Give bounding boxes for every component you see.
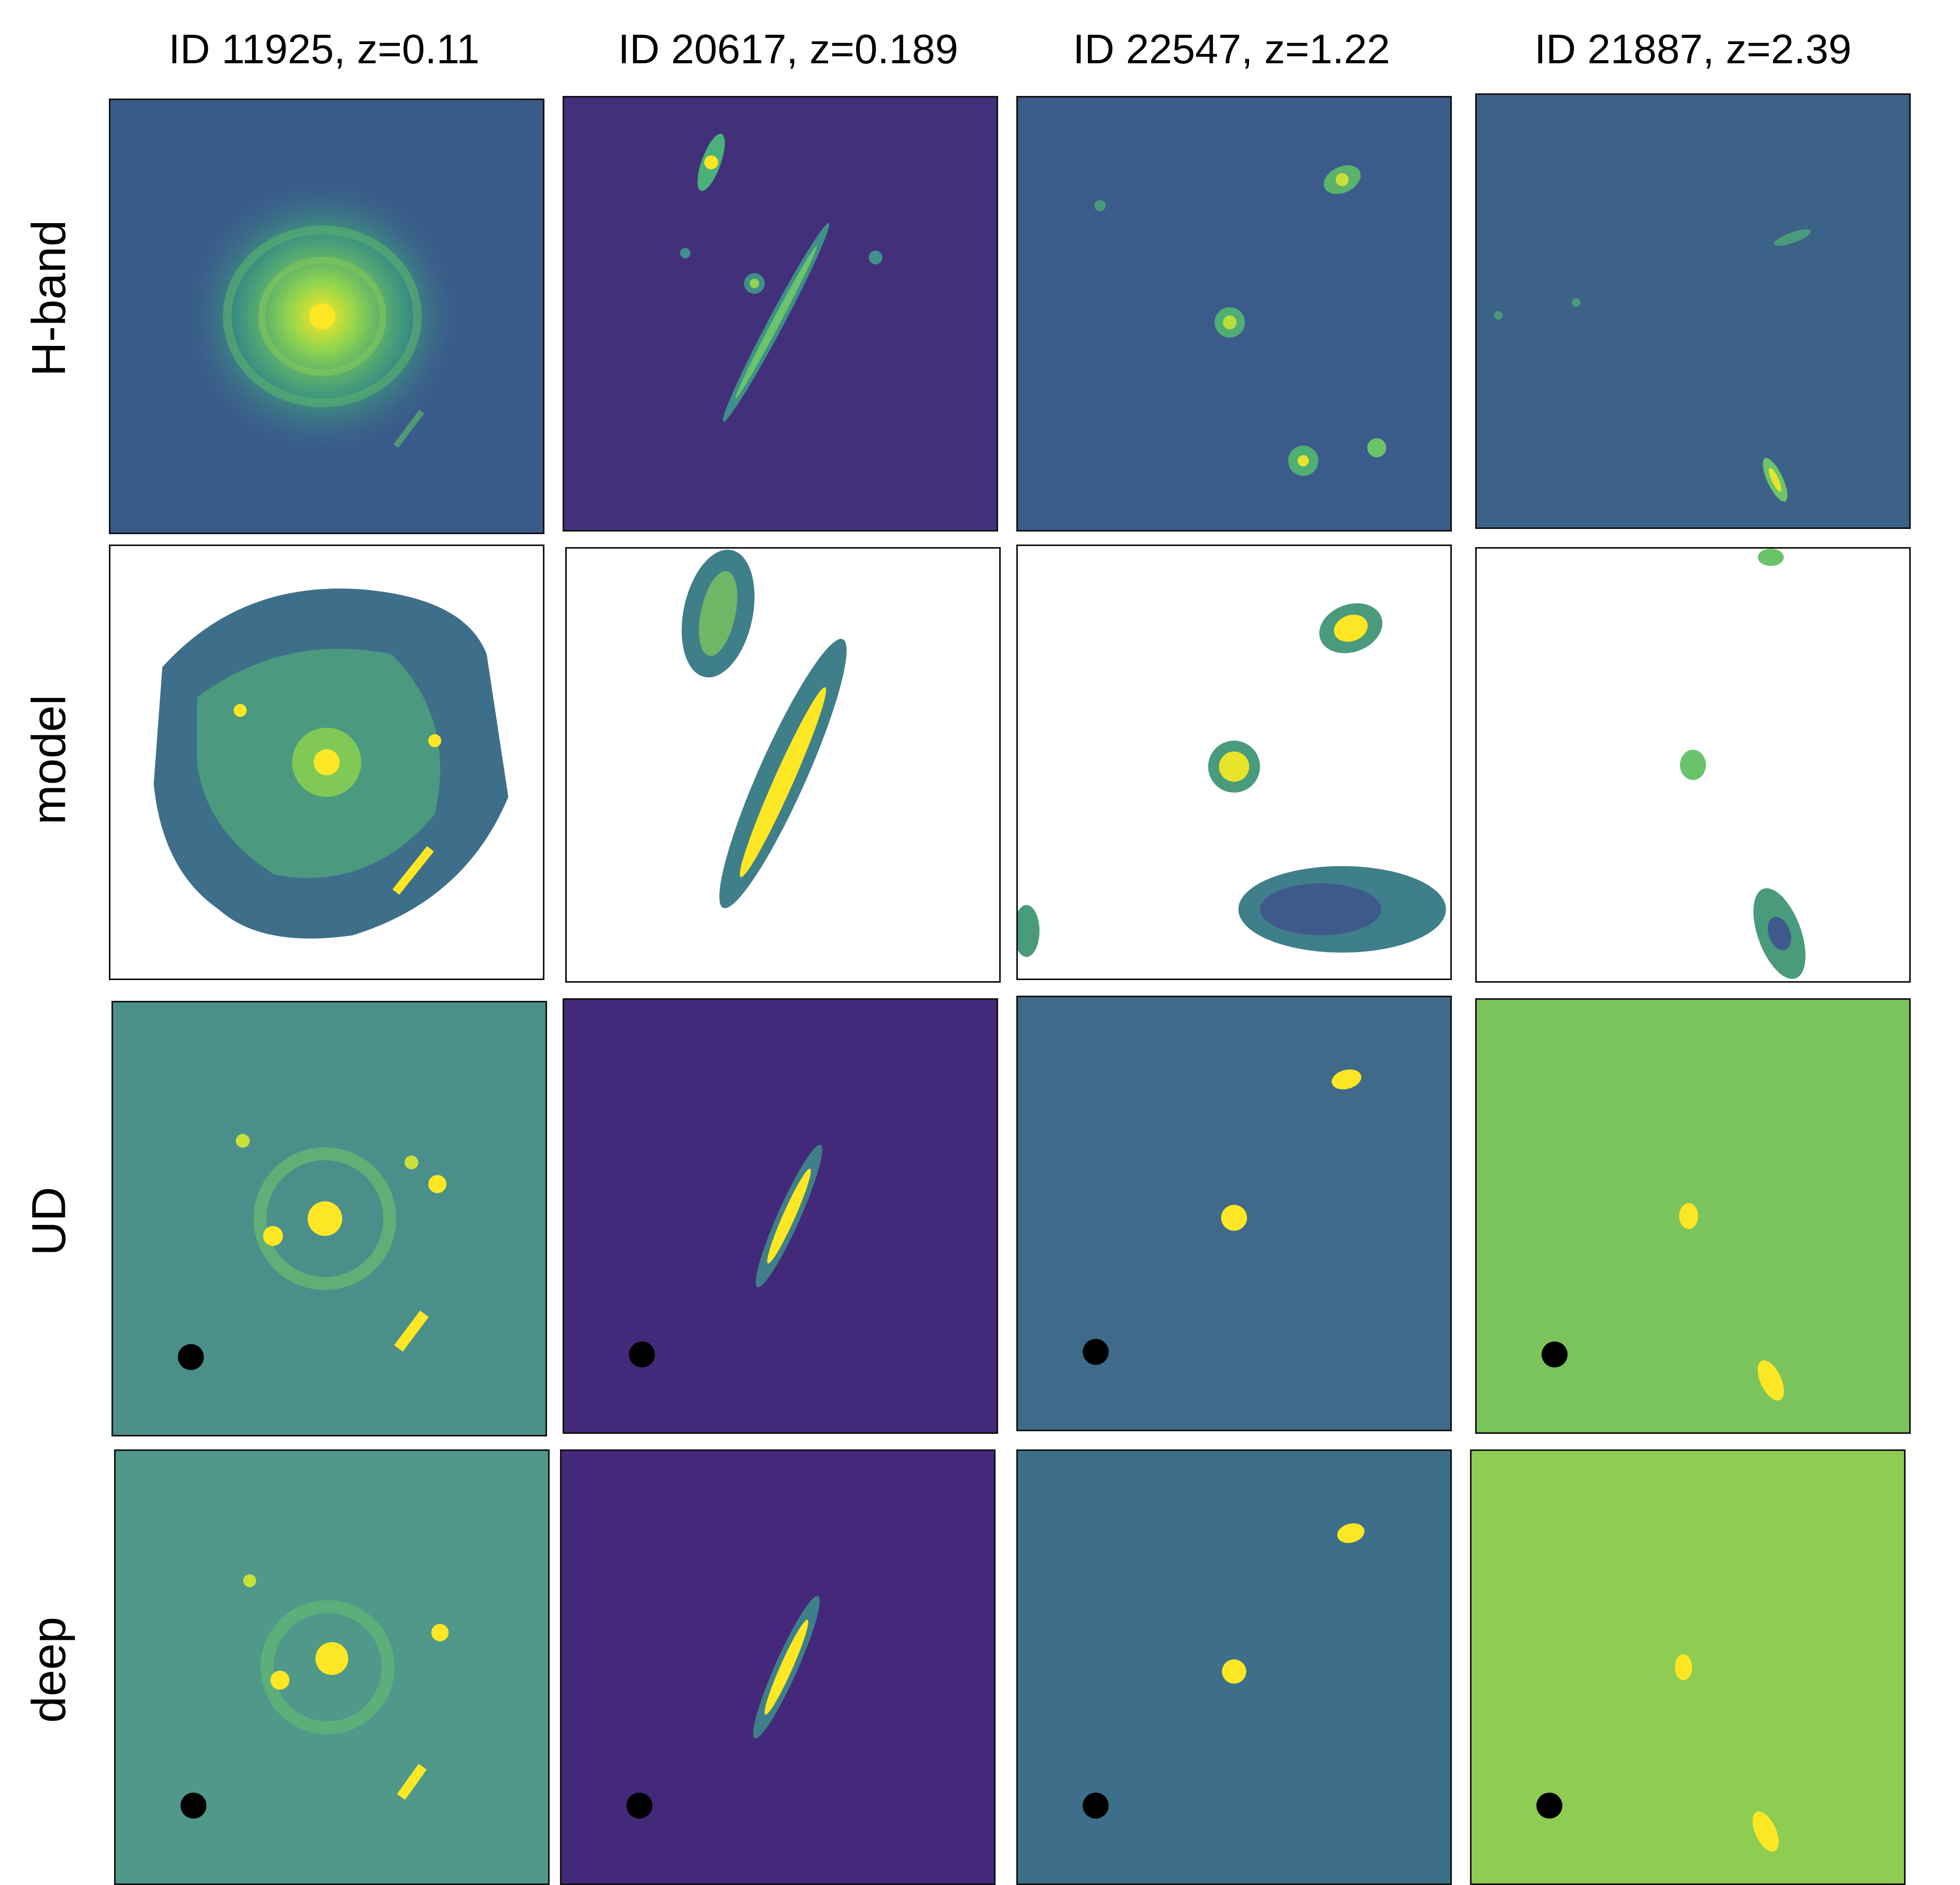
panel-model-20617 [565, 547, 1001, 983]
column-title-4: ID 21887, z=2.39 [1534, 26, 1852, 72]
panel-ud-11925 [111, 1001, 547, 1436]
panel-ud-21887 [1475, 998, 1911, 1434]
panel-hband-11925 [109, 99, 544, 534]
panel-deep-20617 [560, 1449, 996, 1885]
panel-ud-20617 [563, 998, 998, 1434]
panel-model-22547 [1016, 544, 1452, 980]
panel-deep-21887 [1470, 1449, 1906, 1885]
column-title-2: ID 20617, z=0.189 [618, 26, 959, 72]
psf-marker [178, 1344, 204, 1370]
panel-hband-22547 [1016, 96, 1452, 532]
column-title-3: ID 22547, z=1.22 [1073, 26, 1390, 72]
panel-hband-21887 [1475, 93, 1911, 529]
panel-hband-20617 [563, 96, 998, 532]
column-title-1: ID 11925, z=0.11 [169, 26, 480, 72]
panel-deep-11925 [114, 1449, 550, 1885]
panel-model-21887 [1475, 547, 1911, 983]
panel-model-11925 [109, 544, 544, 980]
panel-ud-22547 [1016, 996, 1452, 1431]
panel-deep-22547 [1016, 1449, 1452, 1885]
